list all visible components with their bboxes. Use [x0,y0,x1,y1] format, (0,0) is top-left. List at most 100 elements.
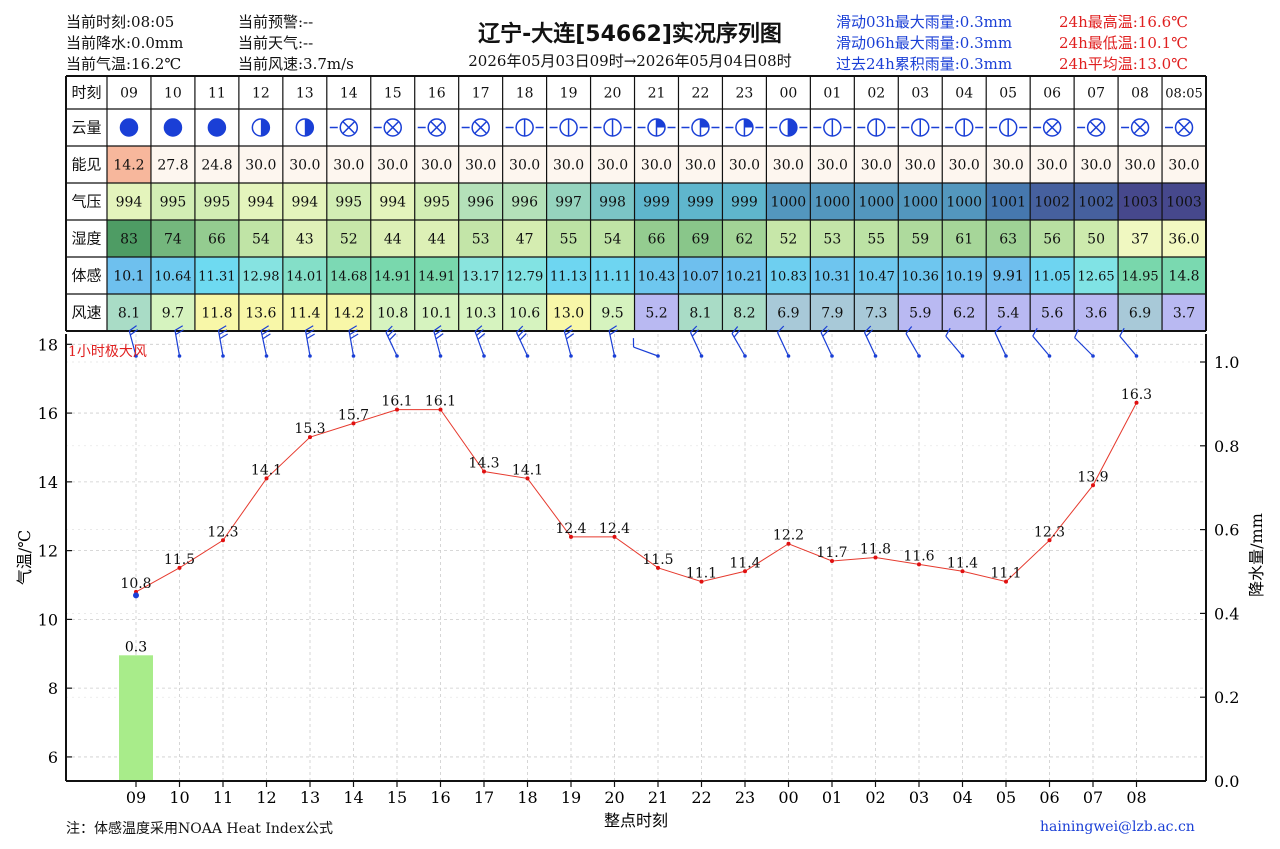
wind-barb-flag [566,333,575,340]
wind-speed-cell-text: 6.9 [777,306,799,322]
pressure-cell-text: 995 [423,195,450,211]
pressure-cell-text: 999 [731,195,758,211]
humidity-cell [238,220,283,257]
pressure-cell-text: 1002 [1078,195,1114,211]
temp-24h-max: 24h最高温:16.6℃ [1059,13,1188,31]
humidity-cell-text: 53 [823,232,841,248]
wind-speed-cell-text: 13.6 [245,306,276,322]
precip-label: 0.3 [125,639,147,655]
wind-speed-cell-text: 6.2 [953,306,975,322]
cloud-fill [304,119,314,136]
wind-barb-flag [864,325,872,333]
cloud-cover-icon [681,118,720,137]
wind-barb [820,325,834,358]
wind-barb-staff [608,330,616,357]
wind-speed-cell [238,294,283,331]
visibility-cell [502,146,547,183]
temperature-line [135,402,1137,593]
cloud-cover-icon [945,118,984,137]
wind-barb-flag [905,326,913,334]
visibility-cell-text: 30.0 [949,158,980,174]
x-tick-label: 08 [1126,788,1146,807]
wind-barb [632,338,660,358]
temperature-point [786,541,791,546]
temperature-point [569,534,573,539]
temperature-label: 12.3 [1034,524,1065,540]
feels-like-cell-text: 10.31 [814,270,851,285]
wind-barb-staff [174,330,181,357]
cloud-cover-icon [1165,118,1194,137]
visibility-cell [414,146,459,183]
temperature-label: 11.1 [990,566,1021,582]
wind-speed-cell-text: 7.3 [865,306,887,322]
wind-speed-cell [942,294,987,331]
feels-like-cell-text: 14.91 [374,270,411,285]
wind-speed-cell-text: 11.8 [201,306,232,322]
cloud-cover-icon [373,118,402,137]
feels-like-cell [458,257,503,294]
wind-barb-staff [260,330,268,357]
wind-barb-flag [305,325,314,331]
visibility-cell [590,146,635,183]
cloud-cover-icon [901,118,940,137]
wind-barb-staff [945,335,963,357]
visibility-cell-text: 30.0 [509,158,540,174]
visibility-cell-text: 30.0 [333,158,364,174]
humidity-cell-text: 59 [911,232,929,248]
visibility-cell-text: 30.0 [817,158,848,174]
wind-barb-flag [385,325,393,333]
precip-bar [119,655,153,781]
pressure-cell [766,183,811,220]
wind-barb-flag [218,329,228,336]
hour-cell [414,76,459,109]
hour-cell-text: 08:05 [1165,87,1202,102]
feels-like-cell [194,257,239,294]
feels-like-cell [107,257,151,294]
feels-like-cell-text: 14.95 [1121,270,1158,285]
cloud-fill [260,119,270,136]
x-axis-label: 整点时刻 [604,811,668,830]
wind-speed-cell-text: 5.2 [645,306,667,322]
temperature-label: 16.1 [425,394,456,410]
wind-annotation: 1小时极大风 [68,344,147,360]
wind-barb-flag [945,327,951,337]
temperature-label: 11.6 [903,548,934,564]
x-tick-label: 15 [387,788,407,807]
wind-barb-flag [1032,327,1038,337]
visibility-cell [898,146,943,183]
pressure-cell-text: 995 [204,195,231,211]
x-tick-label: 02 [865,788,885,807]
wind-barb-flag [349,329,358,336]
cloud-cover-icon [505,118,544,137]
x-tick-label: 00 [778,788,798,807]
y2-axis-label: 降水量/mm [1247,513,1266,597]
feels-like-cell-text: 13.17 [462,270,499,285]
feels-like-cell [1162,257,1206,294]
hour-cell [1162,76,1206,109]
humidity-cell-text: 43 [296,232,314,248]
hour-cell-text: 13 [296,86,314,102]
wind-barb-flag [516,325,524,333]
humidity-cell-text: 37 [1131,232,1149,248]
wind-speed-cell [107,294,151,331]
visibility-cell-text: 30.0 [1168,158,1199,174]
hour-cell [282,76,327,109]
wind-speed-cell [678,294,723,331]
wind-barb-flag [994,325,1002,333]
wind-barb-flag [517,329,525,337]
wind-barb-flag [519,333,527,341]
wind-barb [474,325,486,358]
cloud-disc [119,118,139,137]
temperature-point [612,534,617,539]
visibility-cell [326,146,371,183]
feels-like-cell [150,257,195,294]
hour-cell [326,76,371,109]
humidity-cell-text: 55 [867,232,885,248]
current-wind: 当前风速:3.7m/s [238,55,354,73]
cloud-cover-icon [417,118,446,137]
y-tick-label: 12 [38,542,58,561]
feels-like-cell [986,257,1031,294]
wind-speed-cell [766,294,811,331]
wind-barb [260,325,271,358]
